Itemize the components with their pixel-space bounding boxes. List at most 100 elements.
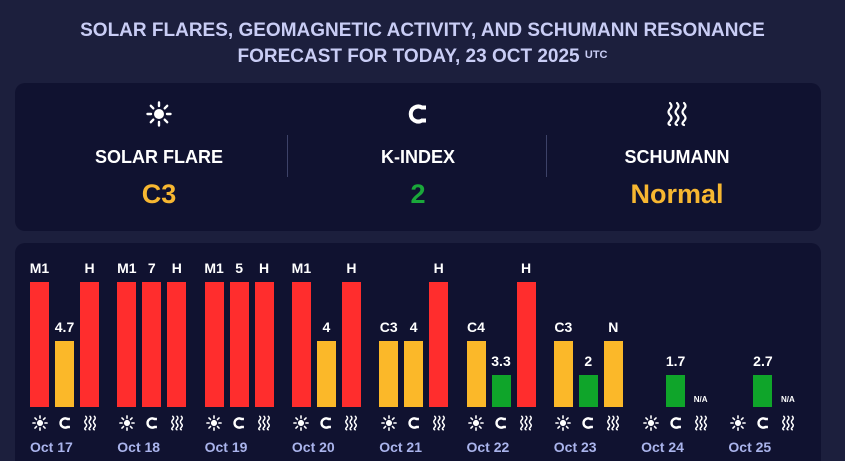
divider <box>287 135 288 177</box>
bar-label-solar-flare: C3 <box>554 318 573 335</box>
waves-icon <box>169 415 185 431</box>
bar-schumann <box>429 282 449 407</box>
bar-label-solar-flare: C4 <box>467 318 485 335</box>
bar-label-k-index: 4.7 <box>54 318 75 335</box>
bar-label-schumann: H <box>84 260 95 276</box>
summary-label: K-INDEX <box>380 147 455 167</box>
bar-schumann <box>603 340 623 407</box>
summary-value: Normal <box>630 179 724 209</box>
title-line-2: FORECAST FOR TODAY, 23 OCT 2025 UTC <box>0 44 845 70</box>
sun-icon <box>380 415 397 431</box>
day-label: Oct 18 <box>117 439 161 455</box>
title-line-1: SOLAR FLARES, GEOMAGNETIC ACTIVITY, AND … <box>80 20 765 41</box>
day-label: Oct 25 <box>728 439 772 455</box>
bar-k-index <box>578 374 598 407</box>
bar-label-solar-flare: M1 <box>291 260 312 276</box>
bar-schumann <box>341 282 361 407</box>
bar-schumann <box>516 282 536 407</box>
bar-k-index <box>753 374 773 407</box>
waves-icon <box>82 415 98 431</box>
magnet-icon <box>668 415 684 431</box>
bar-solar-flare <box>291 282 311 407</box>
day-label: Oct 20 <box>291 439 335 455</box>
bar-label-k-index: 2 <box>584 352 593 369</box>
bar-solar-flare <box>204 282 224 407</box>
waves-icon <box>547 101 807 127</box>
day-label: Oct 19 <box>204 439 248 455</box>
bar-label-schumann: N <box>608 318 619 335</box>
bar-label-schumann: H <box>346 260 357 276</box>
bar-label-schumann: N/A <box>693 395 708 404</box>
bar-schumann <box>167 282 187 407</box>
bar-label-k-index: 2.7 <box>753 352 773 369</box>
bar-solar-flare <box>379 340 399 407</box>
summary-value: C3 <box>141 179 177 209</box>
bar-label-schumann: H <box>171 260 182 276</box>
bar-label-k-index: 3.3 <box>491 352 511 369</box>
title-line-2-text: FORECAST FOR TODAY, 23 OCT 2025 <box>237 46 580 67</box>
bar-solar-flare <box>30 282 49 407</box>
waves-icon <box>693 415 709 431</box>
summary-panel: SOLAR FLARE C3 K-INDEX 2 SCHUMANN No <box>15 83 821 231</box>
sun-icon <box>468 415 484 431</box>
bar-label-solar-flare: M1 <box>204 260 224 276</box>
bar-label-solar-flare: C3 <box>379 318 398 335</box>
waves-icon <box>605 415 621 431</box>
sun-icon <box>642 415 659 431</box>
bar-solar-flare <box>466 340 486 407</box>
bar-label-schumann: H <box>259 260 270 276</box>
bar-label-solar-flare: M1 <box>117 260 137 276</box>
bar-label-schumann: N/A <box>781 395 795 404</box>
magnet-icon <box>318 415 334 431</box>
bar-label-k-index: 1.7 <box>665 352 686 369</box>
magnet-icon <box>144 415 160 431</box>
summary-schumann: SCHUMANN Normal <box>547 83 807 231</box>
sun-icon <box>206 415 222 431</box>
magnet-icon <box>493 415 509 431</box>
sun-icon <box>293 415 310 431</box>
bar-label-schumann: H <box>520 260 532 276</box>
divider <box>546 135 547 177</box>
bar-label-k-index: 5 <box>235 260 243 276</box>
magnet-icon <box>755 415 771 431</box>
bar-label-solar-flare: M1 <box>29 260 50 276</box>
magnet-icon <box>406 415 422 431</box>
day-label: Oct 21 <box>379 439 422 455</box>
sun-icon <box>555 415 572 431</box>
magnet-icon <box>288 101 548 127</box>
day-label: Oct 23 <box>553 439 597 455</box>
forecast-chart: M1 4.7 H Oct 17 M1 7 H Oct 18 M1 5 H Oct 19 M1 4 H Oct … <box>15 243 821 461</box>
summary-label: SCHUMANN <box>624 147 730 167</box>
waves-icon <box>431 415 447 431</box>
bar-schumann <box>80 282 99 407</box>
waves-icon <box>780 415 796 431</box>
magnet-icon <box>231 415 247 431</box>
summary-solar-flare: SOLAR FLARE C3 <box>29 83 289 231</box>
day-label: Oct 22 <box>466 439 510 455</box>
summary-label: SOLAR FLARE <box>95 147 223 167</box>
bar-k-index <box>229 282 249 407</box>
bar-label-k-index: 7 <box>147 260 156 276</box>
sun-icon <box>730 415 746 431</box>
bar-k-index <box>55 340 74 407</box>
bar-schumann <box>254 282 274 407</box>
summary-value: 2 <box>410 179 426 209</box>
bar-k-index <box>316 340 336 407</box>
sun-icon <box>29 101 289 127</box>
day-label: Oct 24 <box>641 439 684 455</box>
sun-icon <box>31 415 48 431</box>
timezone-label: UTC <box>584 49 608 61</box>
magnet-icon <box>57 415 73 431</box>
waves-icon <box>518 415 534 431</box>
bar-k-index <box>666 374 686 407</box>
summary-k-index: K-INDEX 2 <box>288 83 548 231</box>
bar-k-index <box>404 340 424 407</box>
sun-icon <box>118 415 135 431</box>
bar-k-index <box>491 374 511 407</box>
bar-label-k-index: 4 <box>409 318 418 335</box>
page-title: SOLAR FLARES, GEOMAGNETIC ACTIVITY, AND … <box>0 18 845 70</box>
bar-label-k-index: 4 <box>322 318 331 335</box>
waves-icon <box>343 415 359 431</box>
bar-k-index <box>142 282 162 407</box>
waves-icon <box>256 415 272 431</box>
